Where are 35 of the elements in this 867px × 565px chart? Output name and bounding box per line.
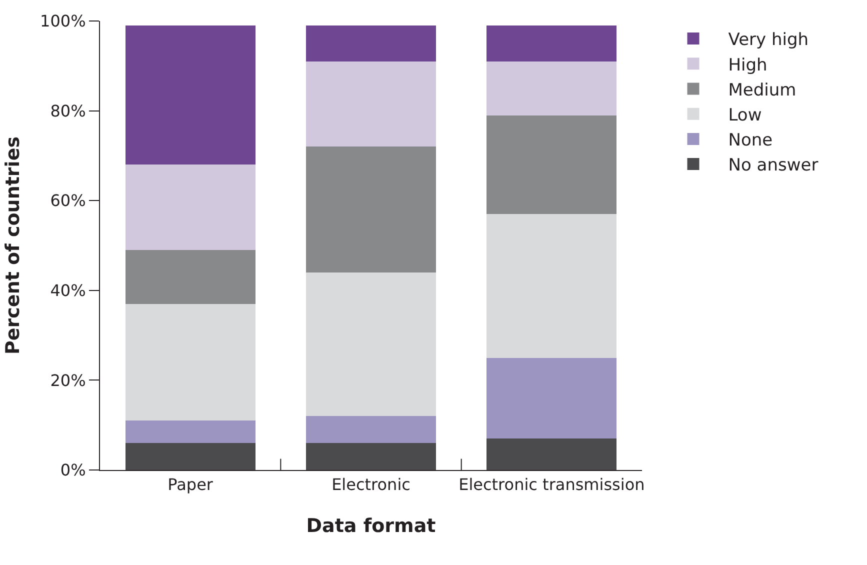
legend-label: Very high bbox=[728, 30, 809, 50]
y-tick-label: 0% bbox=[60, 460, 86, 480]
bar bbox=[306, 443, 436, 470]
legend-label: High bbox=[728, 55, 768, 76]
legend-label: No answer bbox=[728, 156, 818, 176]
legend-label: Medium bbox=[728, 80, 796, 100]
y-axis-title: Percent of countries bbox=[2, 136, 24, 355]
bar bbox=[125, 25, 256, 165]
y-tick-label: 60% bbox=[50, 191, 86, 210]
x-tick-label: Paper bbox=[168, 475, 214, 494]
bar bbox=[125, 420, 256, 444]
x-tick-label: Electronic bbox=[332, 475, 410, 494]
bar bbox=[486, 358, 617, 439]
y-tick-label: 40% bbox=[50, 281, 86, 300]
bar bbox=[486, 25, 617, 62]
bar bbox=[125, 304, 256, 421]
y-tick-label: 100% bbox=[40, 12, 86, 31]
legend-label: Low bbox=[728, 105, 762, 126]
legend-label: None bbox=[728, 130, 773, 151]
bar bbox=[125, 164, 256, 250]
bar bbox=[306, 61, 436, 147]
bar bbox=[306, 25, 436, 62]
bar bbox=[486, 438, 617, 470]
y-tick-label: 80% bbox=[50, 101, 86, 120]
y-tick-label: 20% bbox=[50, 370, 86, 390]
x-axis-title: Data format bbox=[306, 515, 436, 537]
bar bbox=[306, 146, 436, 272]
bar bbox=[306, 272, 436, 416]
bar bbox=[486, 214, 617, 358]
bar bbox=[306, 416, 436, 444]
x-tick-label: Electronic transmission bbox=[458, 475, 645, 494]
bar bbox=[125, 250, 256, 304]
bar bbox=[486, 61, 617, 116]
bar bbox=[486, 115, 617, 214]
bar bbox=[125, 443, 256, 470]
